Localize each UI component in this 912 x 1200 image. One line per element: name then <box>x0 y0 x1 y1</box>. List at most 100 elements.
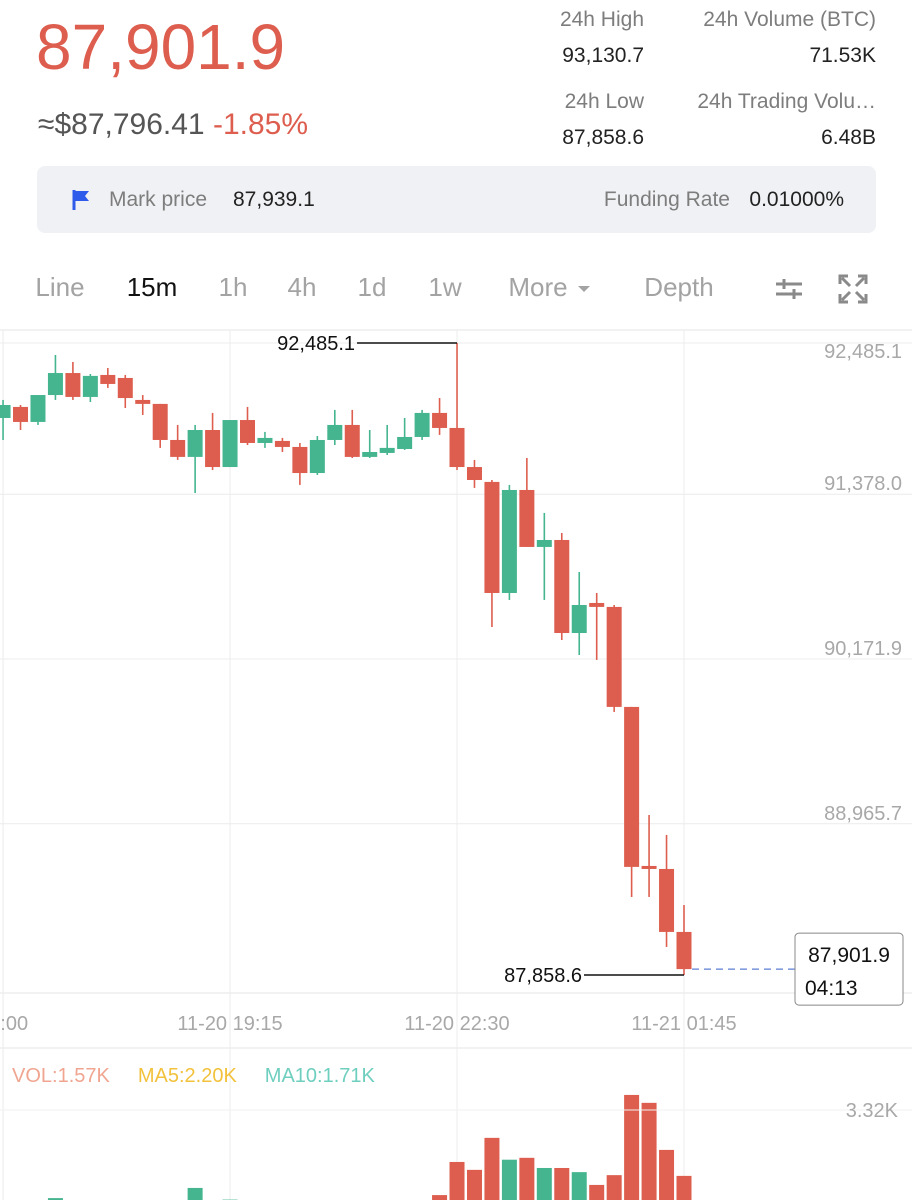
stat-label: 24h Trading Volu… <box>697 90 876 113</box>
low-label: 87,858.6 <box>504 965 582 987</box>
volume-bar <box>554 1167 570 1200</box>
x-tick-label: 11-21 01:45 <box>631 1013 736 1035</box>
funding-label: Funding Rate <box>603 188 730 211</box>
x-tick-label: 16:00 <box>0 1013 28 1035</box>
candle-body <box>344 424 360 457</box>
candle-body <box>362 451 378 457</box>
flag-icon <box>72 190 89 210</box>
mark-value: 87,939.1 <box>233 188 315 211</box>
candle-body <box>82 375 98 397</box>
candle-body <box>292 446 308 474</box>
candle-body <box>117 377 133 399</box>
candle-body <box>624 706 640 867</box>
candle-body <box>659 868 675 932</box>
volume-bar <box>536 1167 552 1200</box>
candle-body <box>606 606 622 707</box>
fullscreen-icon[interactable] <box>838 274 868 304</box>
candle-body <box>152 403 168 440</box>
tab[interactable]: More <box>508 272 568 302</box>
tab[interactable]: Depth <box>644 272 714 302</box>
y-tick-label: 88,965.7 <box>824 803 902 825</box>
volume-legend: MA5:2.20K <box>138 1065 238 1087</box>
candle-body <box>414 412 430 437</box>
candle-body <box>449 427 465 468</box>
candle-body <box>65 373 81 397</box>
tab[interactable]: 4h <box>287 272 317 302</box>
candle-body <box>100 374 116 384</box>
volume-bar <box>484 1137 500 1200</box>
candle-body <box>135 399 151 404</box>
volume-bar <box>187 1187 203 1200</box>
candle-body <box>30 395 46 422</box>
volume-bar <box>606 1175 622 1200</box>
candle-body <box>47 373 63 396</box>
candle-body <box>397 436 413 449</box>
candle-body <box>432 412 448 428</box>
funding-value: 0.01000% <box>749 188 844 211</box>
candle-body <box>170 439 186 457</box>
candle-body <box>13 406 29 422</box>
volume-bar <box>501 1159 517 1200</box>
settings-icon[interactable] <box>774 274 804 304</box>
candle-body <box>641 865 657 869</box>
volume-bar <box>47 1198 63 1200</box>
countdown-label: 04:13 <box>805 977 858 1000</box>
candle-body <box>571 605 587 634</box>
stat-label: 24h High <box>559 8 644 31</box>
candle-body <box>676 931 692 970</box>
tab[interactable]: 1h <box>218 272 248 302</box>
volume-bar <box>432 1195 448 1200</box>
volume-bar <box>519 1157 535 1200</box>
candle-body <box>0 405 11 418</box>
y-tick-label: 91,378.0 <box>824 473 902 495</box>
volume-legend: MA10:1.71K <box>265 1065 376 1087</box>
candle-body <box>187 430 203 457</box>
dropdown-icon <box>578 286 590 292</box>
tab[interactable]: 1w <box>428 272 462 302</box>
candle-body <box>501 489 517 593</box>
volume-legend: VOL:1.57K <box>12 1065 111 1087</box>
candle-body <box>309 439 325 474</box>
volume-bar <box>624 1094 640 1200</box>
y-tick-label: 3.32K <box>846 1100 899 1122</box>
volume-bar <box>466 1169 482 1200</box>
high-label: 92,485.1 <box>277 333 355 355</box>
volume-bar <box>571 1172 587 1200</box>
usd-line: ≈$87,796.41 -1.85% <box>38 108 308 142</box>
volume-bar <box>589 1184 605 1200</box>
tab[interactable]: 1d <box>357 272 387 302</box>
volume-bar <box>659 1149 675 1200</box>
candle-body <box>554 539 570 634</box>
y-tick-label: 92,485.1 <box>824 341 902 363</box>
candle-body <box>589 602 605 607</box>
stat-label: 24h Low <box>564 90 644 113</box>
stat-label: 24h Volume (BTC) <box>703 8 876 31</box>
volume-bar <box>449 1161 465 1200</box>
stat-value: 6.48B <box>821 126 876 149</box>
x-tick-label: 11-20 19:15 <box>177 1013 282 1035</box>
x-tick-label: 11-20 22:30 <box>404 1013 509 1035</box>
candle-body <box>484 481 500 593</box>
candle-body <box>222 420 238 468</box>
tab[interactable]: Line <box>35 272 85 302</box>
candle-body <box>240 420 255 443</box>
stat-value: 93,130.7 <box>562 44 644 67</box>
usd-price: ≈$87,796.41 <box>38 108 205 141</box>
tab-active[interactable]: 15m <box>126 272 178 302</box>
last-price-box <box>794 932 904 1006</box>
mark-bar: Mark price 87,939.1 Funding Rate 0.01000… <box>37 166 876 233</box>
candle-body <box>205 430 221 468</box>
candle-body <box>466 467 482 481</box>
candle-body <box>274 440 290 447</box>
price-change: -1.85% <box>212 108 309 141</box>
last-price: 87,901.9 <box>36 11 286 83</box>
mark-label: Mark price <box>109 188 208 211</box>
candle-body <box>257 437 273 443</box>
volume-bar <box>676 1175 692 1200</box>
stat-value: 71.53K <box>809 44 876 67</box>
stat-value: 87,858.6 <box>562 126 644 149</box>
candle-body <box>519 489 535 547</box>
candle-body <box>536 539 552 547</box>
